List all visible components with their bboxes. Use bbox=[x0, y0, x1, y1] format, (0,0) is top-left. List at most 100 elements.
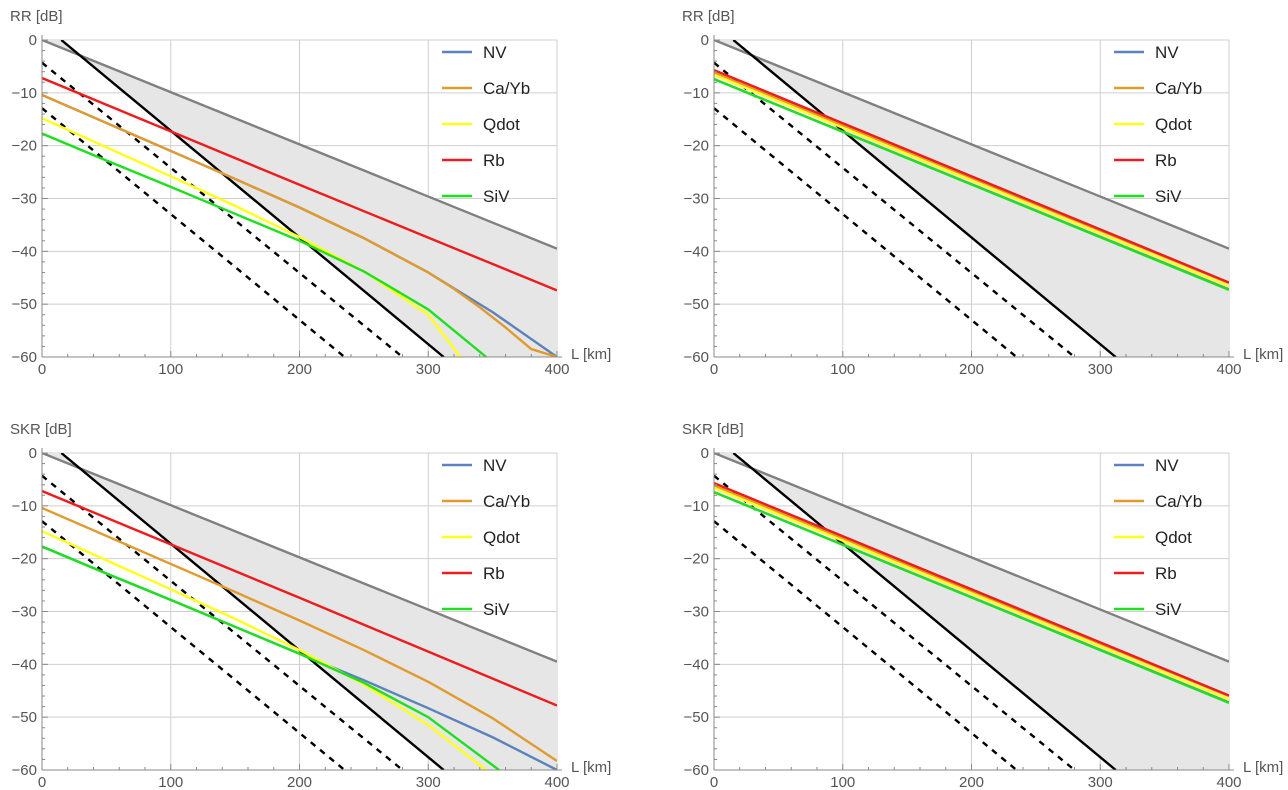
legend: NV Ca/Yb Qdot Rb SiV bbox=[442, 456, 530, 619]
x-tick-label: 0 bbox=[710, 774, 718, 790]
series-line-siv bbox=[42, 545, 500, 770]
y-tick-label: −50 bbox=[12, 709, 37, 726]
series-line-qdot bbox=[42, 530, 487, 770]
x-tick-label: 100 bbox=[830, 774, 855, 790]
legend-label-qdot: Qdot bbox=[483, 115, 520, 134]
bound-line-dashed bbox=[714, 61, 1076, 357]
y-tick-label: −20 bbox=[684, 138, 709, 155]
x-tick-label: 0 bbox=[710, 361, 718, 378]
y-tick-label: −30 bbox=[684, 604, 709, 621]
legend: NV Ca/Yb Qdot Rb SiV bbox=[1114, 43, 1202, 206]
series-line-ca-yb bbox=[42, 93, 557, 357]
legend-label-siv: SiV bbox=[483, 187, 510, 206]
legend: NV Ca/Yb Qdot Rb SiV bbox=[1114, 456, 1202, 619]
y-tick-label: 0 bbox=[29, 445, 37, 462]
y-tick-label: −50 bbox=[12, 296, 37, 313]
bound-line-dashed bbox=[42, 107, 346, 357]
legend-label-ca-yb: Ca/Yb bbox=[483, 492, 530, 511]
legend-label-qdot: Qdot bbox=[1155, 528, 1192, 547]
legend-label-nv: NV bbox=[483, 456, 507, 475]
shaded-region bbox=[714, 453, 1229, 770]
legend-label-siv: SiV bbox=[483, 600, 510, 619]
legend-label-qdot: Qdot bbox=[483, 528, 520, 547]
bound-line-dashed bbox=[42, 61, 404, 357]
legend-label-ca-yb: Ca/Yb bbox=[1155, 492, 1202, 511]
y-tick-label: −50 bbox=[684, 296, 709, 313]
x-axis-label: L [km] bbox=[571, 346, 611, 363]
x-axis-label: L [km] bbox=[1243, 346, 1283, 363]
series-line-rb bbox=[714, 482, 1229, 697]
bound-line-upper bbox=[714, 40, 1229, 250]
legend-label-nv: NV bbox=[1155, 43, 1179, 62]
series-line-siv bbox=[714, 77, 1229, 292]
y-tick-label: −30 bbox=[684, 191, 709, 208]
y-tick-label: −60 bbox=[12, 349, 37, 366]
x-tick-label: 100 bbox=[158, 361, 183, 378]
legend-label-rb: Rb bbox=[483, 151, 505, 170]
bound-line-dashed bbox=[714, 474, 1076, 770]
chart-panel-bottom-right: 0 100 200 300 400 0 −10 −20 −30 −40 −50 −60 SKR [dB]… bbox=[682, 421, 1283, 790]
x-tick-label: 200 bbox=[287, 774, 312, 790]
y-tick-label: −10 bbox=[12, 85, 37, 102]
y-tick-label: 0 bbox=[701, 32, 709, 49]
series-line-siv bbox=[714, 490, 1229, 705]
x-tick-label: 200 bbox=[287, 361, 312, 378]
shaded-region bbox=[42, 40, 557, 357]
series-line-rb bbox=[42, 489, 557, 707]
y-tick-label: −20 bbox=[12, 138, 37, 155]
y-axis-label: SKR [dB] bbox=[682, 421, 744, 438]
chart-panel-top-left: 0 100 200 300 400 0 −10 −20 −30 −40 −50 −60 RR [dB] L… bbox=[10, 8, 611, 378]
x-tick-label: 200 bbox=[959, 361, 984, 378]
legend-label-ca-yb: Ca/Yb bbox=[1155, 79, 1202, 98]
legend-label-nv: NV bbox=[1155, 456, 1179, 475]
x-tick-label: 300 bbox=[1088, 361, 1113, 378]
legend-label-siv: SiV bbox=[1155, 187, 1182, 206]
legend-label-nv: NV bbox=[483, 43, 507, 62]
bound-line-solid-black bbox=[60, 40, 445, 357]
legend-label-rb: Rb bbox=[1155, 564, 1177, 583]
legend-label-rb: Rb bbox=[483, 564, 505, 583]
bound-line-upper bbox=[714, 453, 1229, 663]
y-tick-label: 0 bbox=[29, 32, 37, 49]
y-tick-label: −30 bbox=[12, 191, 37, 208]
y-tick-label: −60 bbox=[684, 762, 709, 779]
bound-line-upper bbox=[42, 453, 557, 663]
series-line-rb bbox=[714, 69, 1229, 284]
chart-panel-bottom-left: 0 100 200 300 400 0 −10 −20 −30 −40 −50 −60 SKR [dB]… bbox=[10, 421, 611, 790]
bound-line-solid-black bbox=[732, 40, 1117, 357]
bound-line-dashed bbox=[42, 474, 404, 770]
y-tick-label: −10 bbox=[684, 498, 709, 515]
y-tick-label: −40 bbox=[12, 656, 37, 673]
y-tick-label: 0 bbox=[701, 445, 709, 462]
y-tick-label: −30 bbox=[12, 604, 37, 621]
y-tick-label: −20 bbox=[684, 551, 709, 568]
shaded-region bbox=[714, 40, 1229, 357]
shaded-region bbox=[42, 453, 557, 770]
y-tick-label: −40 bbox=[12, 243, 37, 260]
y-tick-label: −60 bbox=[684, 349, 709, 366]
y-tick-label: −60 bbox=[12, 762, 37, 779]
y-tick-label: −10 bbox=[684, 85, 709, 102]
x-tick-label: 100 bbox=[830, 361, 855, 378]
bound-line-upper bbox=[42, 40, 557, 250]
legend: NV Ca/Yb Qdot Rb SiV bbox=[442, 43, 530, 206]
series-line-qdot bbox=[714, 73, 1229, 288]
bound-line-dashed bbox=[714, 520, 1018, 770]
series-line-qdot bbox=[42, 117, 462, 357]
y-tick-label: −40 bbox=[684, 656, 709, 673]
bound-line-solid-black bbox=[732, 453, 1117, 770]
series-line-qdot bbox=[714, 486, 1229, 701]
x-tick-label: 400 bbox=[1216, 361, 1241, 378]
x-tick-label: 300 bbox=[1088, 774, 1113, 790]
bound-line-dashed bbox=[42, 520, 346, 770]
chart-panel-top-right: 0 100 200 300 400 0 −10 −20 −30 −40 −50 −60 RR [dB] L… bbox=[682, 8, 1283, 378]
x-axis-label: L [km] bbox=[571, 759, 611, 776]
bound-line-solid-black bbox=[60, 453, 445, 770]
y-tick-label: −20 bbox=[12, 551, 37, 568]
legend-label-qdot: Qdot bbox=[1155, 115, 1192, 134]
legend-label-rb: Rb bbox=[1155, 151, 1177, 170]
legend-label-ca-yb: Ca/Yb bbox=[483, 79, 530, 98]
x-tick-label: 400 bbox=[1216, 774, 1241, 790]
x-tick-label: 400 bbox=[544, 774, 569, 790]
